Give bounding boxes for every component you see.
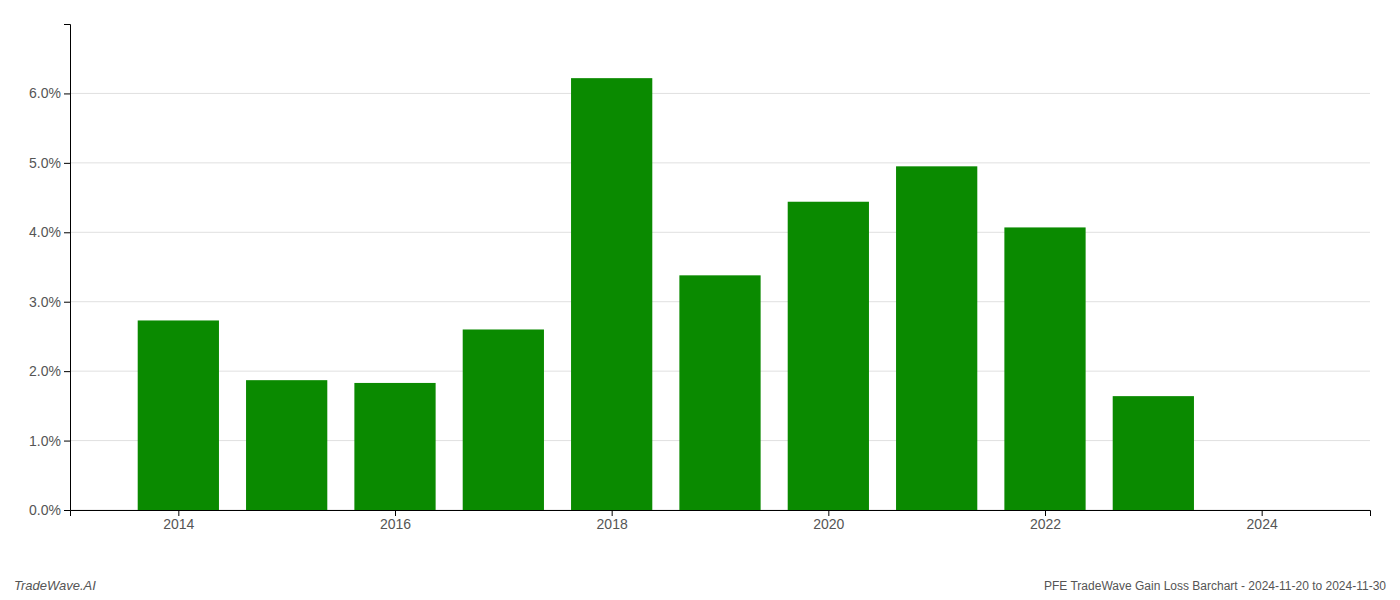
y-tick: 4.0%: [29, 224, 70, 240]
bar: [1113, 396, 1194, 510]
y-tick-label: 3.0%: [29, 294, 61, 310]
y-tick-mark: [64, 371, 70, 372]
bar: [354, 383, 435, 510]
x-tick-label: 2014: [163, 516, 194, 532]
y-tick-label: 2.0%: [29, 363, 61, 379]
y-tick-mark: [64, 302, 70, 303]
bar: [1004, 227, 1085, 510]
x-tick: 2020: [813, 510, 844, 532]
y-tick-label: 5.0%: [29, 155, 61, 171]
bar: [788, 202, 869, 510]
grid-line: [70, 232, 1370, 233]
x-tick: 2018: [597, 510, 628, 532]
x-tick-label: 2018: [597, 516, 628, 532]
y-tick-label: 6.0%: [29, 85, 61, 101]
y-tick-label: 4.0%: [29, 224, 61, 240]
bar: [246, 380, 327, 510]
y-tick-label: 0.0%: [29, 502, 61, 518]
bar: [679, 275, 760, 510]
y-tick: 0.0%: [29, 502, 70, 518]
y-tick: 3.0%: [29, 294, 70, 310]
bar: [138, 320, 219, 510]
title: PFE TradeWave Gain Loss Barchart - 2024-…: [1044, 579, 1386, 593]
y-tick: 6.0%: [29, 85, 70, 101]
y-tick-mark: [64, 232, 70, 233]
x-tick: 2024: [1247, 510, 1278, 532]
x-tick-label: 2024: [1247, 516, 1278, 532]
y-axis: 0.0% 1.0% 2.0% 3.0% 4.0% 5.0% 6.0%: [29, 25, 70, 518]
x-tick-label: 2020: [813, 516, 844, 532]
x-axis-line: [71, 511, 1371, 517]
y-tick-label: 1.0%: [29, 433, 61, 449]
bar: [463, 329, 544, 510]
grid-line: [70, 162, 1370, 163]
x-tick-label: 2022: [1030, 516, 1061, 532]
watermark: TradeWave.AI: [14, 578, 96, 593]
y-axis-line: [64, 25, 71, 511]
grid: [70, 93, 1370, 510]
y-tick-mark: [64, 441, 70, 442]
x-tick: 2016: [380, 510, 411, 532]
bar: [896, 166, 977, 510]
x-tick: 2022: [1030, 510, 1061, 532]
grid-line: [70, 93, 1370, 94]
x-tick-label: 2016: [380, 516, 411, 532]
bars: [138, 78, 1194, 510]
chart: 2014 2016 2018 2020 2022 2024 0.0% 1.0% 2.0% 3.0%…: [0, 0, 1400, 600]
x-tick: 2014: [163, 510, 194, 532]
y-tick: 1.0%: [29, 433, 70, 449]
x-axis: 2014 2016 2018 2020 2022 2024: [71, 510, 1371, 532]
y-tick-mark: [64, 163, 70, 164]
y-tick: 2.0%: [29, 363, 70, 379]
y-tick: 5.0%: [29, 155, 70, 171]
y-tick-mark: [64, 93, 70, 94]
y-tick-mark: [64, 510, 70, 511]
bar: [571, 78, 652, 510]
